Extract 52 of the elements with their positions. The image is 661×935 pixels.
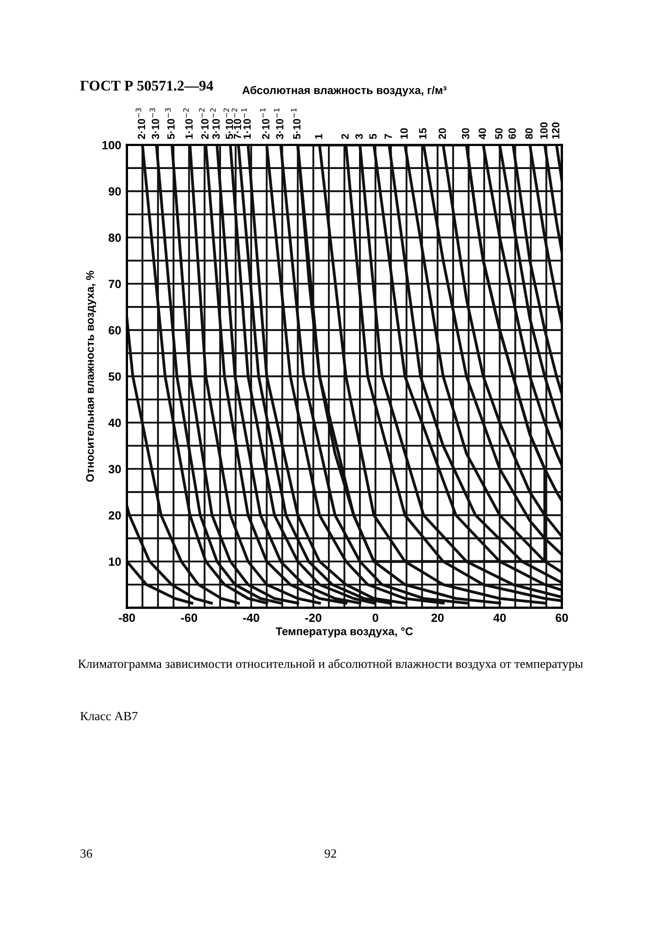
text: 5·10$^{−3}$ bbox=[165, 108, 175, 140]
text: 1·10$^{−1}$ bbox=[241, 108, 251, 139]
text: 120 bbox=[552, 122, 560, 139]
x-tick-label: 20 bbox=[431, 614, 444, 622]
x-tick-label: -80 bbox=[118, 614, 135, 622]
text: 50 bbox=[495, 128, 503, 140]
text: Класс АВ7 bbox=[80, 712, 138, 720]
y-tick-label: 30 bbox=[108, 464, 121, 474]
x-axis-title: Температура воздуха, °С bbox=[276, 627, 413, 638]
x-tick-label: 0 bbox=[372, 614, 378, 622]
text: 2·10$^{−2}$ bbox=[199, 108, 209, 140]
text: 10 bbox=[400, 128, 408, 139]
text: 2 bbox=[341, 134, 349, 140]
y-tick-label: 20 bbox=[108, 511, 121, 520]
text: 30 bbox=[462, 128, 470, 140]
y-tick-label: 100 bbox=[102, 140, 121, 150]
y-tick-label: 90 bbox=[108, 187, 121, 196]
x-tick-label: 40 bbox=[493, 614, 506, 622]
y-tick-label: 80 bbox=[108, 234, 121, 242]
text: 1·10$^{−2}$ bbox=[183, 108, 193, 139]
y-axis-title: Относительная влажность воздуха, % bbox=[86, 270, 96, 482]
text: 5 bbox=[369, 134, 377, 140]
text: 5·10$^{−1}$ bbox=[291, 108, 301, 140]
text: 2·10$^{−1}$ bbox=[260, 108, 270, 140]
text: 40 bbox=[478, 128, 486, 140]
text: 2·10$^{−3}$ bbox=[136, 108, 146, 140]
text: 1 bbox=[315, 134, 322, 139]
text: 7 bbox=[384, 134, 392, 139]
text: 3·10$^{−3}$ bbox=[150, 108, 160, 140]
text: Климатограмма зависимости относительной и абсолютной влажности воздуха от температуры bbox=[78, 658, 583, 671]
text: 7·10$^{−2}$ bbox=[232, 108, 242, 139]
x2-axis-title: Абсолютная влажность воздуха, г/м³ bbox=[242, 86, 446, 96]
x-tick-label: -40 bbox=[243, 614, 260, 622]
x-tick-label: 60 bbox=[556, 614, 568, 622]
y-tick-label: 10 bbox=[108, 558, 121, 566]
text: 3·10$^{−1}$ bbox=[274, 108, 284, 140]
x-tick-label: -20 bbox=[305, 614, 322, 622]
x-tick-label: -60 bbox=[180, 614, 198, 622]
y-tick-label: 60 bbox=[108, 326, 121, 334]
text: 60 bbox=[508, 128, 516, 139]
y-tick-label: 50 bbox=[108, 372, 121, 381]
text: 80 bbox=[525, 128, 533, 140]
chart-title: ГОСТ Р 50571.2—94 bbox=[80, 80, 214, 91]
text: 3·10$^{−2}$ bbox=[210, 108, 220, 140]
y-tick-label: 40 bbox=[108, 418, 121, 428]
text: 3 bbox=[355, 134, 363, 140]
text: 36 bbox=[80, 849, 92, 858]
text: 92 bbox=[324, 849, 336, 858]
y-tick-label: 70 bbox=[108, 280, 121, 288]
text: 20 bbox=[438, 128, 446, 140]
text: 15 bbox=[419, 128, 426, 139]
text: 100 bbox=[540, 122, 548, 139]
